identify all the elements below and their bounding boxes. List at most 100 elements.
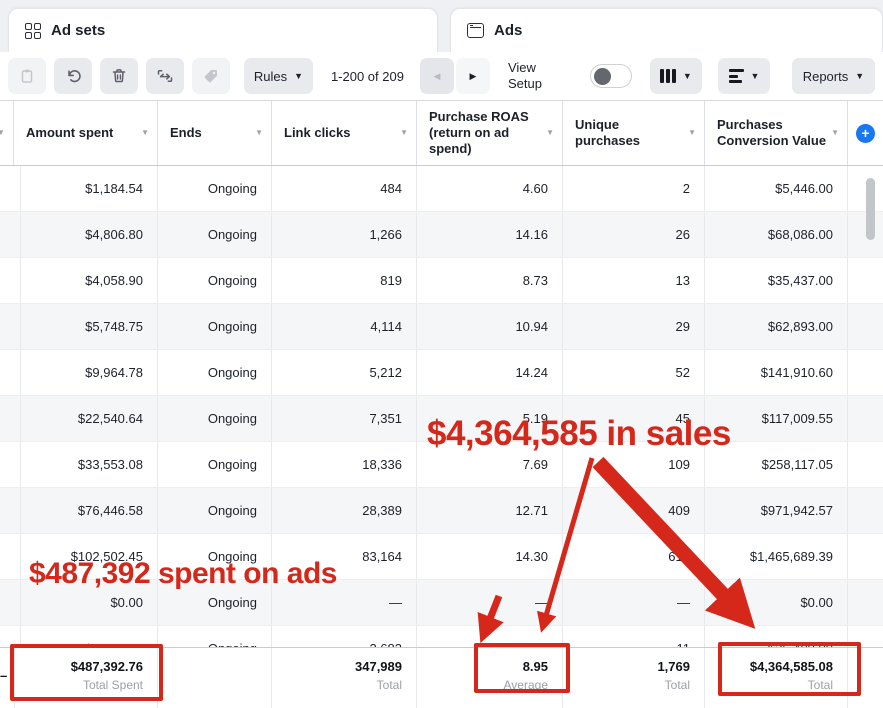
undo-button[interactable] [54, 58, 92, 94]
sort-caret-icon: ▼ [141, 128, 149, 137]
cell-ends: Ongoing [158, 212, 272, 257]
prev-page-button[interactable]: ◀ [419, 58, 454, 94]
table-row[interactable]: $0.00 Ongoing — — — $0.00 [0, 580, 883, 626]
cell-unique-purchases: 2 [563, 166, 705, 211]
cell-ends: Ongoing [158, 534, 272, 579]
table-row[interactable]: $33,553.08 Ongoing 18,336 7.69 109 $258,… [0, 442, 883, 488]
header-cell-amount-spent[interactable]: Amount spent ▼ [14, 101, 158, 165]
cell-amount-spent: $9,964.78 [14, 350, 158, 395]
cell-conversion-value: $1,465,689.39 [705, 534, 848, 579]
table-row[interactable]: $102,502.45 Ongoing 83,164 14.30 619 $1,… [0, 534, 883, 580]
table-row[interactable]: $9,964.78 Ongoing 5,212 14.24 52 $141,91… [0, 350, 883, 396]
next-icon: ▶ [469, 70, 477, 81]
cell-purchase-roas: 10.94 [417, 304, 563, 349]
prev-icon: ◀ [433, 70, 441, 81]
cell-stub [0, 580, 21, 625]
cell-amount-spent: $0.00 [14, 580, 158, 625]
cell-plus [848, 350, 883, 395]
cell-plus [848, 580, 883, 625]
cell-amount-spent: $4,058.90 [14, 258, 158, 303]
cell-link-clicks: — [272, 580, 417, 625]
cell-link-clicks: 28,389 [272, 488, 417, 533]
delete-button[interactable] [100, 58, 138, 94]
cell-ends: Ongoing [158, 396, 272, 441]
cell-conversion-value: $971,942.57 [705, 488, 848, 533]
cell-conversion-value: $35,437.00 [705, 258, 848, 303]
header-cell-purchases-conversion-value[interactable]: Purchases Conversion Value ▼ [705, 101, 848, 165]
header-cell-add-column: + [848, 101, 883, 165]
add-column-icon[interactable]: + [856, 123, 875, 143]
cell-ends: Ongoing [158, 258, 272, 303]
table-row[interactable]: $22,540.64 Ongoing 7,351 5.19 45 $117,00… [0, 396, 883, 442]
sort-caret-icon: ▼ [688, 128, 696, 137]
table-row[interactable]: $4,058.90 Ongoing 819 8.73 13 $35,437.00 [0, 258, 883, 304]
cell-purchase-roas: 14.16 [417, 212, 563, 257]
header-cell-purchase-roas[interactable]: Purchase ROAS (return on ad spend) ▼ [417, 101, 563, 165]
header-cell-ends[interactable]: Ends ▼ [158, 101, 272, 165]
header-cell-unique-purchases[interactable]: Unique purchases ▼ [563, 101, 705, 165]
footer-amount-spent: $487,392.76 Total Spent [14, 648, 158, 708]
tag-button[interactable] [192, 58, 230, 94]
cell-stub [0, 442, 21, 487]
cell-link-clicks: 1,266 [272, 212, 417, 257]
table-row[interactable]: $5,748.75 Ongoing 4,114 10.94 29 $62,893… [0, 304, 883, 350]
table-row[interactable]: $4,806.80 Ongoing 1,266 14.16 26 $68,086… [0, 212, 883, 258]
cell-amount-spent: $102,502.45 [14, 534, 158, 579]
tab-strip: Ad sets Ads [0, 0, 883, 52]
sort-caret-icon: ▼ [546, 128, 554, 137]
cell-purchase-roas: 7.69 [417, 442, 563, 487]
header-cell-stub[interactable]: ▼ [0, 101, 14, 165]
total-spent-value: $487,392.76 [70, 658, 143, 674]
cell-unique-purchases: 619 [563, 534, 705, 579]
link-clicks-total-label: Total [376, 677, 402, 692]
rules-button[interactable]: Rules ▼ [244, 58, 313, 94]
cell-conversion-value: $141,910.60 [705, 350, 848, 395]
table-row[interactable]: $8,985.72 Ongoing 2,683 2.95 11 $26,489.… [0, 626, 883, 647]
cell-ends: Ongoing [158, 304, 272, 349]
reports-label: Reports [802, 68, 849, 84]
ab-test-button[interactable] [146, 58, 184, 94]
cell-purchase-roas: 12.71 [417, 488, 563, 533]
footer-ends [158, 648, 272, 708]
tab-ads-label: Ads [494, 22, 523, 39]
cell-ends: Ongoing [158, 488, 272, 533]
cell-conversion-value: $258,117.05 [705, 442, 848, 487]
cell-conversion-value: $68,086.00 [705, 212, 848, 257]
reports-button[interactable]: Reports ▼ [791, 58, 875, 94]
footer-conversion-value: $4,364,585.08 Total [705, 648, 848, 708]
columns-button[interactable]: ▼ [649, 58, 703, 94]
cell-stub [0, 396, 21, 441]
cell-link-clicks: 819 [272, 258, 417, 303]
toggle-knob [593, 67, 611, 85]
window-icon [467, 23, 484, 38]
cell-link-clicks: 2,683 [272, 626, 417, 647]
cell-ends: Ongoing [158, 166, 272, 211]
tab-ads[interactable]: Ads [450, 8, 883, 52]
cell-plus [848, 534, 883, 579]
cell-conversion-value: $0.00 [705, 580, 848, 625]
table-body: $1,184.54 Ongoing 484 4.60 2 $5,446.00 $… [0, 166, 883, 647]
cell-stub [0, 166, 21, 211]
view-setup-toggle[interactable] [589, 64, 632, 88]
cell-purchase-roas: 8.73 [417, 258, 563, 303]
breakdown-button[interactable]: ▼ [718, 58, 770, 94]
vertical-scrollbar-thumb[interactable] [866, 178, 875, 240]
cell-plus [848, 304, 883, 349]
cell-link-clicks: 83,164 [272, 534, 417, 579]
duplicate-button[interactable] [8, 58, 46, 94]
cell-stub [0, 534, 21, 579]
footer-link-clicks: 347,989 Total [272, 648, 417, 708]
view-setup-label: View Setup [507, 60, 542, 91]
cell-purchase-roas: 4.60 [417, 166, 563, 211]
footer-stub: – [0, 648, 15, 708]
cell-purchase-roas: 2.95 [417, 626, 563, 647]
next-page-button[interactable]: ▶ [455, 58, 490, 94]
header-cell-link-clicks[interactable]: Link clicks ▼ [272, 101, 417, 165]
table-row[interactable]: $76,446.58 Ongoing 28,389 12.71 409 $971… [0, 488, 883, 534]
tab-ad-sets[interactable]: Ad sets [8, 8, 438, 52]
cell-amount-spent: $22,540.64 [14, 396, 158, 441]
cell-unique-purchases: 45 [563, 396, 705, 441]
table-row[interactable]: $1,184.54 Ongoing 484 4.60 2 $5,446.00 [0, 166, 883, 212]
tag-icon [204, 70, 217, 83]
